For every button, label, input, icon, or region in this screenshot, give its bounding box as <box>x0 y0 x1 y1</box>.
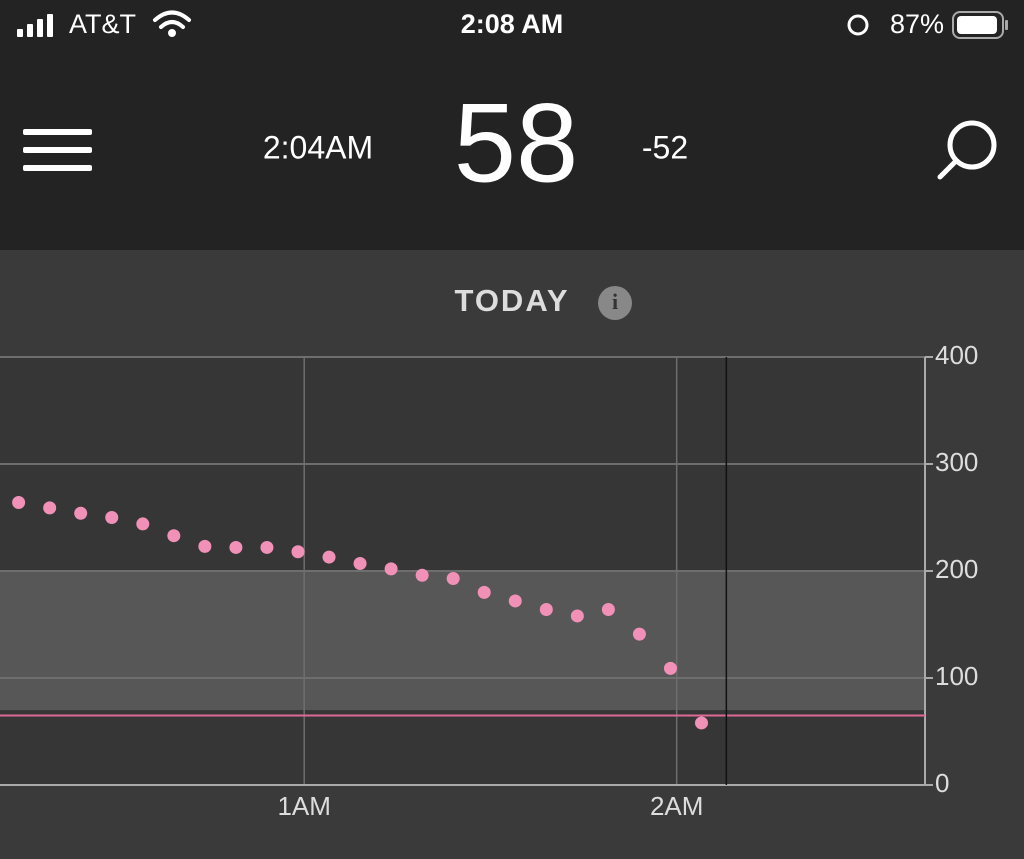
reading-dot <box>353 557 367 571</box>
y-tick-label: 300 <box>935 447 978 477</box>
reading-dot <box>384 562 398 576</box>
reading-dot <box>446 571 460 585</box>
reading-dot <box>167 529 181 543</box>
reading-time: 2:04AM <box>263 129 373 165</box>
glucose-delta: -52 <box>642 129 688 165</box>
reading-dot <box>663 661 677 675</box>
reading-dot <box>43 501 57 515</box>
y-tick-label: 400 <box>935 340 978 370</box>
reading-dot <box>74 506 88 520</box>
reading-dot <box>198 539 212 553</box>
reading-dot <box>260 540 274 554</box>
y-tick-label: 0 <box>935 768 949 798</box>
reading-dot <box>570 609 584 623</box>
reading-dot <box>477 585 491 599</box>
alarm-icon <box>847 14 869 36</box>
battery-icon <box>952 11 1008 39</box>
plot: 0 100 200 300 400 1AM 2AM <box>0 340 978 821</box>
reading-dot <box>12 496 26 510</box>
info-button[interactable]: i <box>598 286 632 320</box>
x-tick-label: 2AM <box>650 791 703 821</box>
chart-title: TODAY <box>454 283 569 318</box>
reading-dot <box>415 568 429 582</box>
reading-dot <box>632 627 646 641</box>
carrier: AT&T <box>69 9 136 39</box>
glucose-value: 58 <box>454 81 579 206</box>
reading-dot <box>291 545 305 559</box>
reading-dot <box>508 594 522 608</box>
reading-dot <box>601 603 615 617</box>
menu-button[interactable] <box>23 129 92 171</box>
target-range <box>0 571 925 711</box>
wifi-icon <box>153 10 191 37</box>
y-tick-label: 100 <box>935 661 978 691</box>
x-tick-label: 1AM <box>277 791 330 821</box>
reading-dot <box>136 517 150 531</box>
reading-dot <box>695 716 709 730</box>
battery-percent: 87% <box>890 9 944 39</box>
y-tick-label: 200 <box>935 554 978 584</box>
clock: 2:08 AM <box>461 9 564 39</box>
reading-dot <box>105 511 119 524</box>
reading-dot <box>322 550 336 564</box>
svg-text:i: i <box>612 289 618 314</box>
signal-icon <box>17 14 53 37</box>
search-button[interactable] <box>937 120 997 180</box>
reading-dot <box>539 603 553 617</box>
reading-dot <box>229 540 243 554</box>
header-bg <box>0 0 1024 250</box>
